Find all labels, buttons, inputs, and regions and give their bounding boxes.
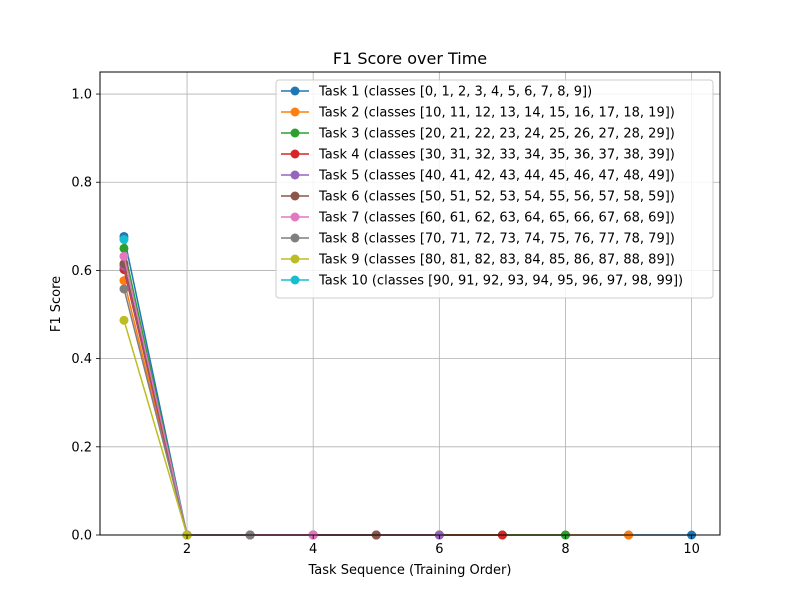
legend-label: Task 6 (classes [50, 51, 52, 53, 54, 55,… (318, 190, 675, 205)
y-tick-label: 0.6 (71, 264, 92, 279)
legend-label: Task 4 (classes [30, 31, 32, 33, 34, 35,… (318, 148, 675, 163)
legend-marker (290, 275, 300, 285)
data-point (119, 284, 129, 294)
legend-item: Task 7 (classes [60, 61, 62, 63, 64, 65,… (281, 211, 675, 226)
series-task-5 (119, 261, 444, 540)
legend-marker (290, 170, 300, 180)
legend-item: Task 8 (classes [70, 71, 72, 73, 74, 75,… (281, 232, 675, 247)
legend-marker (290, 128, 300, 138)
legend-marker (290, 191, 300, 201)
x-axis-label: Task Sequence (Training Order) (308, 563, 512, 578)
legend-label: Task 3 (classes [20, 21, 22, 23, 24, 25,… (318, 127, 675, 142)
x-tick-label: 2 (183, 542, 191, 557)
y-tick-label: 1.0 (71, 88, 92, 103)
legend-item: Task 10 (classes [90, 91, 92, 93, 94, 95… (281, 274, 683, 289)
legend-marker (290, 149, 300, 159)
x-tick-label: 4 (309, 542, 317, 557)
legend: Task 1 (classes [0, 1, 2, 3, 4, 5, 6, 7,… (275, 79, 714, 299)
plot-frame (99, 71, 721, 536)
legend-label: Task 10 (classes [90, 91, 92, 93, 94, 95… (318, 274, 683, 289)
data-point (119, 235, 129, 245)
legend-label: Task 1 (classes [0, 1, 2, 3, 4, 5, 6, 7,… (318, 85, 592, 100)
x-tick-label: 6 (435, 542, 443, 557)
legend-box (275, 79, 714, 299)
y-axis-label: F1 Score (49, 276, 64, 332)
data-point (119, 315, 129, 325)
series-task-2 (119, 276, 634, 540)
legend-item: Task 2 (classes [10, 11, 12, 13, 14, 15,… (281, 106, 675, 121)
legend-label: Task 9 (classes [80, 81, 82, 83, 84, 85,… (318, 253, 675, 268)
legend-item: Task 6 (classes [50, 51, 52, 53, 54, 55,… (281, 190, 675, 205)
chart-title: F1 Score over Time (333, 49, 487, 68)
legend-marker (290, 254, 300, 264)
y-tick-label: 0.8 (71, 176, 92, 191)
legend-marker (290, 233, 300, 243)
y-tick-label: 0.4 (71, 352, 92, 367)
legend-label: Task 7 (classes [60, 61, 62, 63, 64, 65,… (318, 211, 675, 226)
series-line (123, 265, 440, 536)
y-tick-label: 0.2 (71, 440, 92, 455)
data-point (119, 251, 129, 261)
legend-item: Task 9 (classes [80, 81, 82, 83, 84, 85,… (281, 253, 675, 268)
series-line (123, 320, 188, 536)
ticks-layer: 2 4 6 8 10 0.0 0.2 0.4 0.6 0.8 1.0 (71, 88, 700, 557)
series-line (123, 280, 629, 536)
legend-label: Task 5 (classes [40, 41, 42, 43, 44, 45,… (318, 169, 675, 184)
x-tick-label: 10 (683, 542, 700, 557)
legend-label: Task 2 (classes [10, 11, 12, 13, 14, 15,… (318, 106, 675, 121)
legend-marker (290, 107, 300, 117)
legend-label: Task 8 (classes [70, 71, 72, 73, 74, 75,… (318, 232, 675, 247)
legend-marker (290, 212, 300, 222)
y-tick-label: 0.0 (71, 529, 92, 544)
legend-item: Task 1 (classes [0, 1, 2, 3, 4, 5, 6, 7,… (281, 85, 592, 100)
series-line (123, 263, 377, 536)
legend-item: Task 4 (classes [30, 31, 32, 33, 34, 35,… (281, 148, 675, 163)
legend-marker (290, 86, 300, 96)
legend-item: Task 5 (classes [40, 41, 42, 43, 44, 45,… (281, 169, 675, 184)
legend-item: Task 3 (classes [20, 21, 22, 23, 24, 25,… (281, 127, 675, 142)
series-task-10 (119, 235, 129, 245)
data-point (119, 243, 129, 253)
x-tick-label: 8 (561, 542, 569, 557)
